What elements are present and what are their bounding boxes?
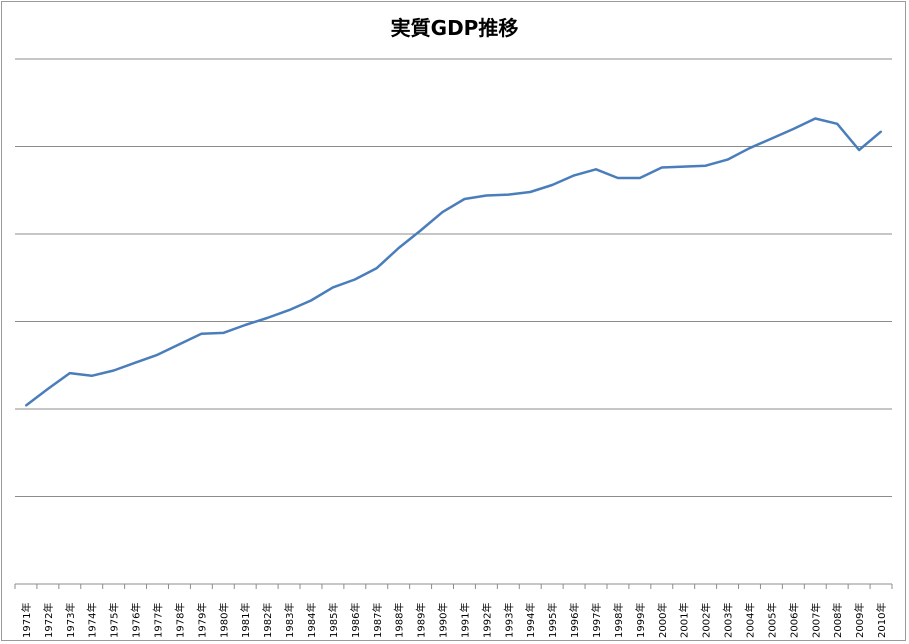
data-point bbox=[704, 164, 707, 167]
data-point bbox=[814, 117, 817, 120]
x-tick-label: 1993年 bbox=[502, 603, 515, 638]
x-tick-label: 1984年 bbox=[305, 603, 318, 638]
x-tick-label: 1986年 bbox=[349, 603, 362, 638]
data-point bbox=[595, 168, 598, 171]
data-point bbox=[880, 130, 883, 133]
x-tick-label: 1983年 bbox=[283, 603, 296, 638]
data-point bbox=[485, 194, 488, 197]
data-point bbox=[353, 278, 356, 281]
x-tick-label: 1974年 bbox=[86, 603, 99, 638]
x-tick-label: 1976年 bbox=[130, 603, 143, 638]
data-point bbox=[68, 372, 71, 375]
data-point bbox=[836, 122, 839, 125]
data-point bbox=[244, 324, 247, 326]
x-tick-label: 1985年 bbox=[327, 603, 340, 638]
data-point bbox=[507, 193, 510, 196]
x-tick-label: 1989年 bbox=[415, 603, 428, 638]
x-tick-label: 2006年 bbox=[787, 603, 800, 638]
x-tick-label: 1977年 bbox=[152, 603, 165, 638]
x-tick-label: 1988年 bbox=[393, 603, 406, 638]
x-tick-label: 1987年 bbox=[371, 603, 384, 638]
data-point bbox=[112, 369, 115, 372]
data-point bbox=[397, 247, 400, 249]
x-tick-label: 2009年 bbox=[853, 603, 866, 638]
data-point bbox=[266, 317, 269, 319]
data-point bbox=[134, 361, 137, 364]
data-point bbox=[200, 332, 203, 335]
x-tick-label: 1991年 bbox=[458, 603, 471, 638]
x-tick-label: 1996年 bbox=[568, 603, 581, 638]
data-point bbox=[463, 198, 466, 200]
x-tick-label: 1982年 bbox=[261, 603, 274, 638]
data-point bbox=[419, 229, 422, 232]
x-tick-label: 2004年 bbox=[743, 603, 756, 638]
x-tick-label: 1994年 bbox=[524, 603, 537, 638]
x-tick-label: 1995年 bbox=[546, 603, 559, 638]
x-tick-label: 2010年 bbox=[875, 603, 888, 638]
data-point bbox=[375, 267, 378, 270]
gdp-series-line bbox=[25, 117, 882, 407]
x-tick-label: 2000年 bbox=[656, 603, 669, 638]
data-point bbox=[682, 165, 685, 168]
series-layer bbox=[24, 117, 883, 407]
x-tick-label: 1973年 bbox=[64, 603, 77, 638]
data-point bbox=[638, 177, 641, 179]
data-point bbox=[616, 177, 619, 179]
x-tick-label: 1975年 bbox=[108, 603, 121, 638]
chart-title: 実質GDP推移 bbox=[390, 16, 519, 40]
data-point bbox=[573, 174, 576, 177]
x-tick-label: 1979年 bbox=[195, 603, 208, 638]
x-tick-label: 2002年 bbox=[700, 603, 713, 638]
data-point bbox=[858, 149, 861, 151]
data-point bbox=[726, 158, 729, 161]
gridlines bbox=[15, 58, 892, 497]
data-point bbox=[770, 137, 773, 140]
x-tick-label: 1972年 bbox=[42, 603, 55, 638]
x-tick-label: 2007年 bbox=[809, 603, 822, 638]
x-tick-label: 2005年 bbox=[765, 603, 778, 638]
x-tick-label: 1980年 bbox=[217, 603, 230, 638]
data-point bbox=[288, 309, 291, 312]
x-tick-label: 1978年 bbox=[173, 603, 186, 638]
x-tick-label: 1981年 bbox=[239, 603, 252, 638]
data-point bbox=[660, 166, 663, 169]
data-point bbox=[24, 404, 27, 407]
data-point bbox=[222, 331, 225, 334]
data-point bbox=[156, 353, 159, 356]
data-point bbox=[748, 147, 751, 150]
data-point bbox=[792, 128, 795, 130]
data-point bbox=[46, 387, 49, 390]
data-point bbox=[309, 299, 312, 302]
x-axis bbox=[14, 583, 893, 589]
x-tick-label: 2008年 bbox=[831, 603, 844, 638]
data-point bbox=[178, 343, 181, 346]
x-tick-label: 1999年 bbox=[634, 603, 647, 638]
data-point bbox=[331, 286, 334, 289]
data-point bbox=[529, 191, 532, 193]
x-tick-label: 1990年 bbox=[437, 603, 450, 638]
x-tick-label: 1992年 bbox=[480, 603, 493, 638]
x-tick-label: 2003年 bbox=[722, 603, 735, 638]
data-point bbox=[90, 374, 93, 377]
data-point bbox=[441, 211, 444, 214]
x-tick-label: 1997年 bbox=[590, 603, 603, 638]
x-tick-label: 2001年 bbox=[678, 603, 691, 638]
data-point bbox=[551, 184, 554, 186]
x-tick-label: 1971年 bbox=[20, 603, 33, 638]
x-tick-labels: 1971年 1972年 1973年 1974年 1975年 1976年 1977年 1978年… bbox=[20, 603, 888, 638]
x-tick-label: 1998年 bbox=[612, 603, 625, 638]
